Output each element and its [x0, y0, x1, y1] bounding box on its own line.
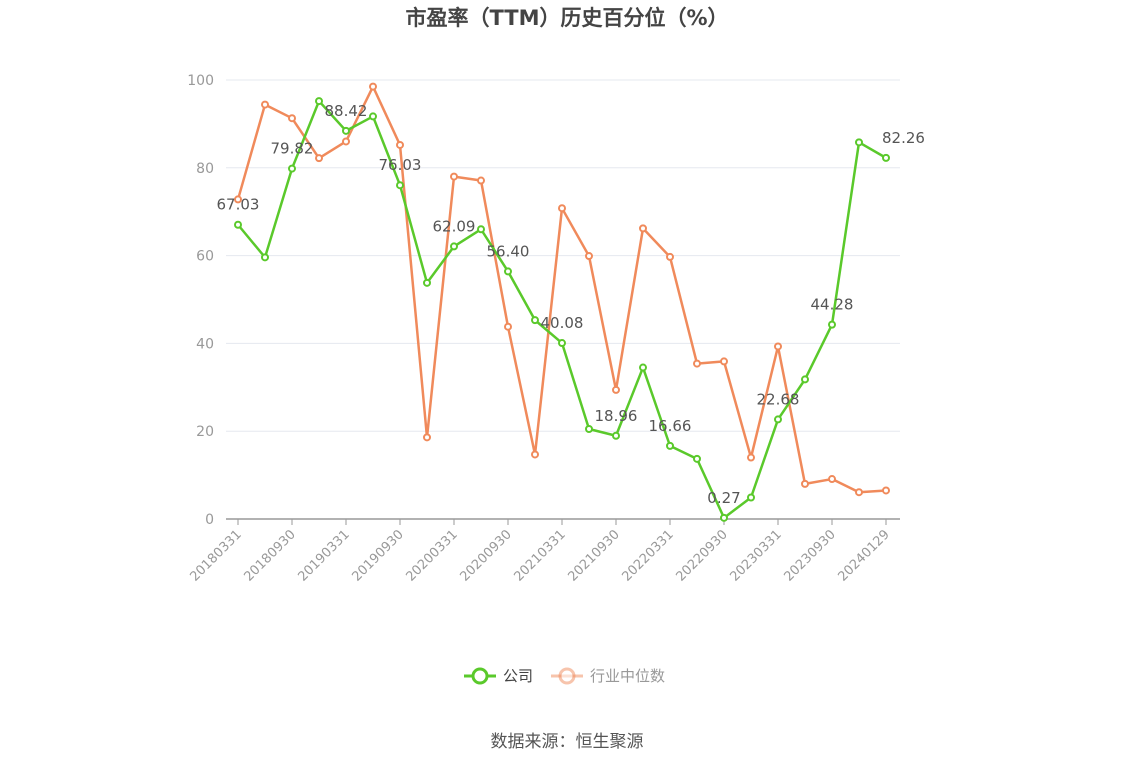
point-industry-20220331 — [666, 252, 674, 261]
data-label-20220331: 16.66 — [649, 417, 692, 435]
legend-item-industry[interactable]: 行业中位数 — [551, 667, 665, 685]
point-company-20220630 — [693, 454, 701, 463]
point-company-20200930 — [504, 267, 512, 276]
x-tick-label-20210930: 20210930 — [565, 527, 622, 584]
point-company-20240129 — [882, 153, 890, 162]
data-label-20200930: 56.40 — [487, 242, 530, 260]
point-company-20231229 — [855, 138, 863, 147]
series-layer — [234, 82, 890, 522]
data-label-20200331: 62.09 — [433, 217, 476, 235]
point-industry-20240129 — [882, 486, 890, 495]
y-tick-label-60: 60 — [196, 249, 214, 265]
point-company-20190331 — [342, 126, 350, 135]
point-company-20220331 — [666, 441, 674, 450]
point-industry-20210930 — [612, 385, 620, 394]
point-industry-20200930 — [504, 322, 512, 331]
point-company-20210930 — [612, 431, 620, 440]
point-industry-20210630 — [585, 252, 593, 261]
series-line-company — [237, 99, 887, 520]
point-industry-20180630 — [261, 100, 269, 109]
x-tick-label-20180331: 20180331 — [187, 527, 244, 584]
legend-company-marker — [471, 667, 489, 685]
chart-title: 市盈率（TTM）历史百分位（%） — [405, 6, 728, 30]
point-industry-20181231 — [315, 154, 323, 163]
data-label-20190930: 76.03 — [379, 156, 422, 174]
x-tick-label-20210331: 20210331 — [511, 527, 568, 584]
point-company-20211231 — [639, 363, 647, 372]
point-industry-20190630 — [369, 82, 377, 91]
point-industry-20190331 — [342, 137, 350, 146]
x-tick-label-20220331: 20220331 — [619, 527, 676, 584]
point-company-20230930 — [828, 320, 836, 329]
point-industry-20220630 — [693, 359, 701, 368]
x-tick-label-20200331: 20200331 — [403, 527, 460, 584]
point-company-20180331 — [234, 220, 242, 229]
y-axis: 0 20 40 60 80 100 — [187, 73, 214, 528]
point-company-20221230 — [747, 493, 755, 502]
point-company-20191231 — [423, 278, 431, 287]
point-company-20230630 — [801, 375, 809, 384]
x-tick-label-20180930: 20180930 — [241, 527, 298, 584]
point-company-20200331 — [450, 242, 458, 251]
data-label-20180930: 79.82 — [271, 140, 314, 158]
point-company-20210331 — [558, 339, 566, 348]
point-industry-20221230 — [747, 453, 755, 462]
point-company-20200630 — [477, 225, 485, 234]
point-industry-20220930 — [720, 357, 728, 366]
legend[interactable]: 公司 行业中位数 — [464, 667, 665, 685]
grid-lines — [226, 79, 900, 432]
point-industry-20230630 — [801, 479, 809, 488]
legend-item-company[interactable]: 公司 — [464, 667, 533, 685]
point-company-20201231 — [531, 316, 539, 325]
x-axis: 2018033120180930201903312019093020200331… — [187, 518, 900, 585]
x-tick-label-20190331: 20190331 — [295, 527, 352, 584]
point-company-20230331 — [774, 415, 782, 424]
x-tick-label-20200930: 20200930 — [457, 527, 514, 584]
point-industry-20180331 — [234, 195, 242, 204]
point-industry-20201231 — [531, 450, 539, 459]
point-industry-20191231 — [423, 433, 431, 442]
data-label-20220930: 0.27 — [707, 489, 740, 507]
point-industry-20200630 — [477, 176, 485, 185]
point-industry-20230331 — [774, 342, 782, 351]
x-tick-label-20230930: 20230930 — [781, 527, 838, 584]
point-industry-20180930 — [288, 114, 296, 123]
point-company-20210630 — [585, 425, 593, 434]
data-label-20210930: 18.96 — [595, 407, 638, 425]
point-company-20220930 — [720, 513, 728, 522]
data-label-20230331: 22.68 — [757, 390, 800, 408]
point-industry-20210331 — [558, 204, 566, 213]
source-note: 数据来源：恒生聚源 — [491, 732, 644, 752]
point-industry-20190930 — [396, 140, 404, 149]
data-label-20190331: 88.42 — [325, 102, 368, 120]
point-company-20181231 — [315, 97, 323, 106]
point-company-20190930 — [396, 181, 404, 190]
data-label-20180331: 67.03 — [217, 196, 260, 214]
point-industry-20211231 — [639, 224, 647, 233]
x-tick-label-20220930: 20220930 — [673, 527, 730, 584]
y-tick-label-0: 0 — [205, 512, 214, 528]
point-industry-20230930 — [828, 475, 836, 484]
y-tick-label-80: 80 — [196, 161, 214, 177]
y-tick-label-100: 100 — [187, 73, 214, 89]
y-tick-label-20: 20 — [196, 424, 214, 440]
point-company-20190630 — [369, 112, 377, 121]
data-label-20210331: 40.08 — [541, 314, 584, 332]
x-tick-label-20190930: 20190930 — [349, 527, 406, 584]
y-tick-label-40: 40 — [196, 336, 214, 352]
legend-industry-marker — [558, 667, 576, 685]
point-company-20180930 — [288, 164, 296, 173]
data-labels: 67.03 79.82 88.42 76.03 62.09 56.40 40.08 18.96… — [217, 102, 925, 507]
x-tick-label-20240129: 20240129 — [835, 527, 892, 584]
point-industry-20200331 — [450, 172, 458, 181]
point-industry-20231229 — [855, 488, 863, 497]
data-label-20240129: 82.26 — [882, 129, 925, 147]
data-label-20230930: 44.28 — [811, 296, 854, 314]
x-tick-label-20230331: 20230331 — [727, 527, 784, 584]
point-company-20180630 — [261, 253, 269, 262]
legend-industry-label: 行业中位数 — [590, 667, 665, 685]
legend-company-label: 公司 — [503, 667, 533, 685]
